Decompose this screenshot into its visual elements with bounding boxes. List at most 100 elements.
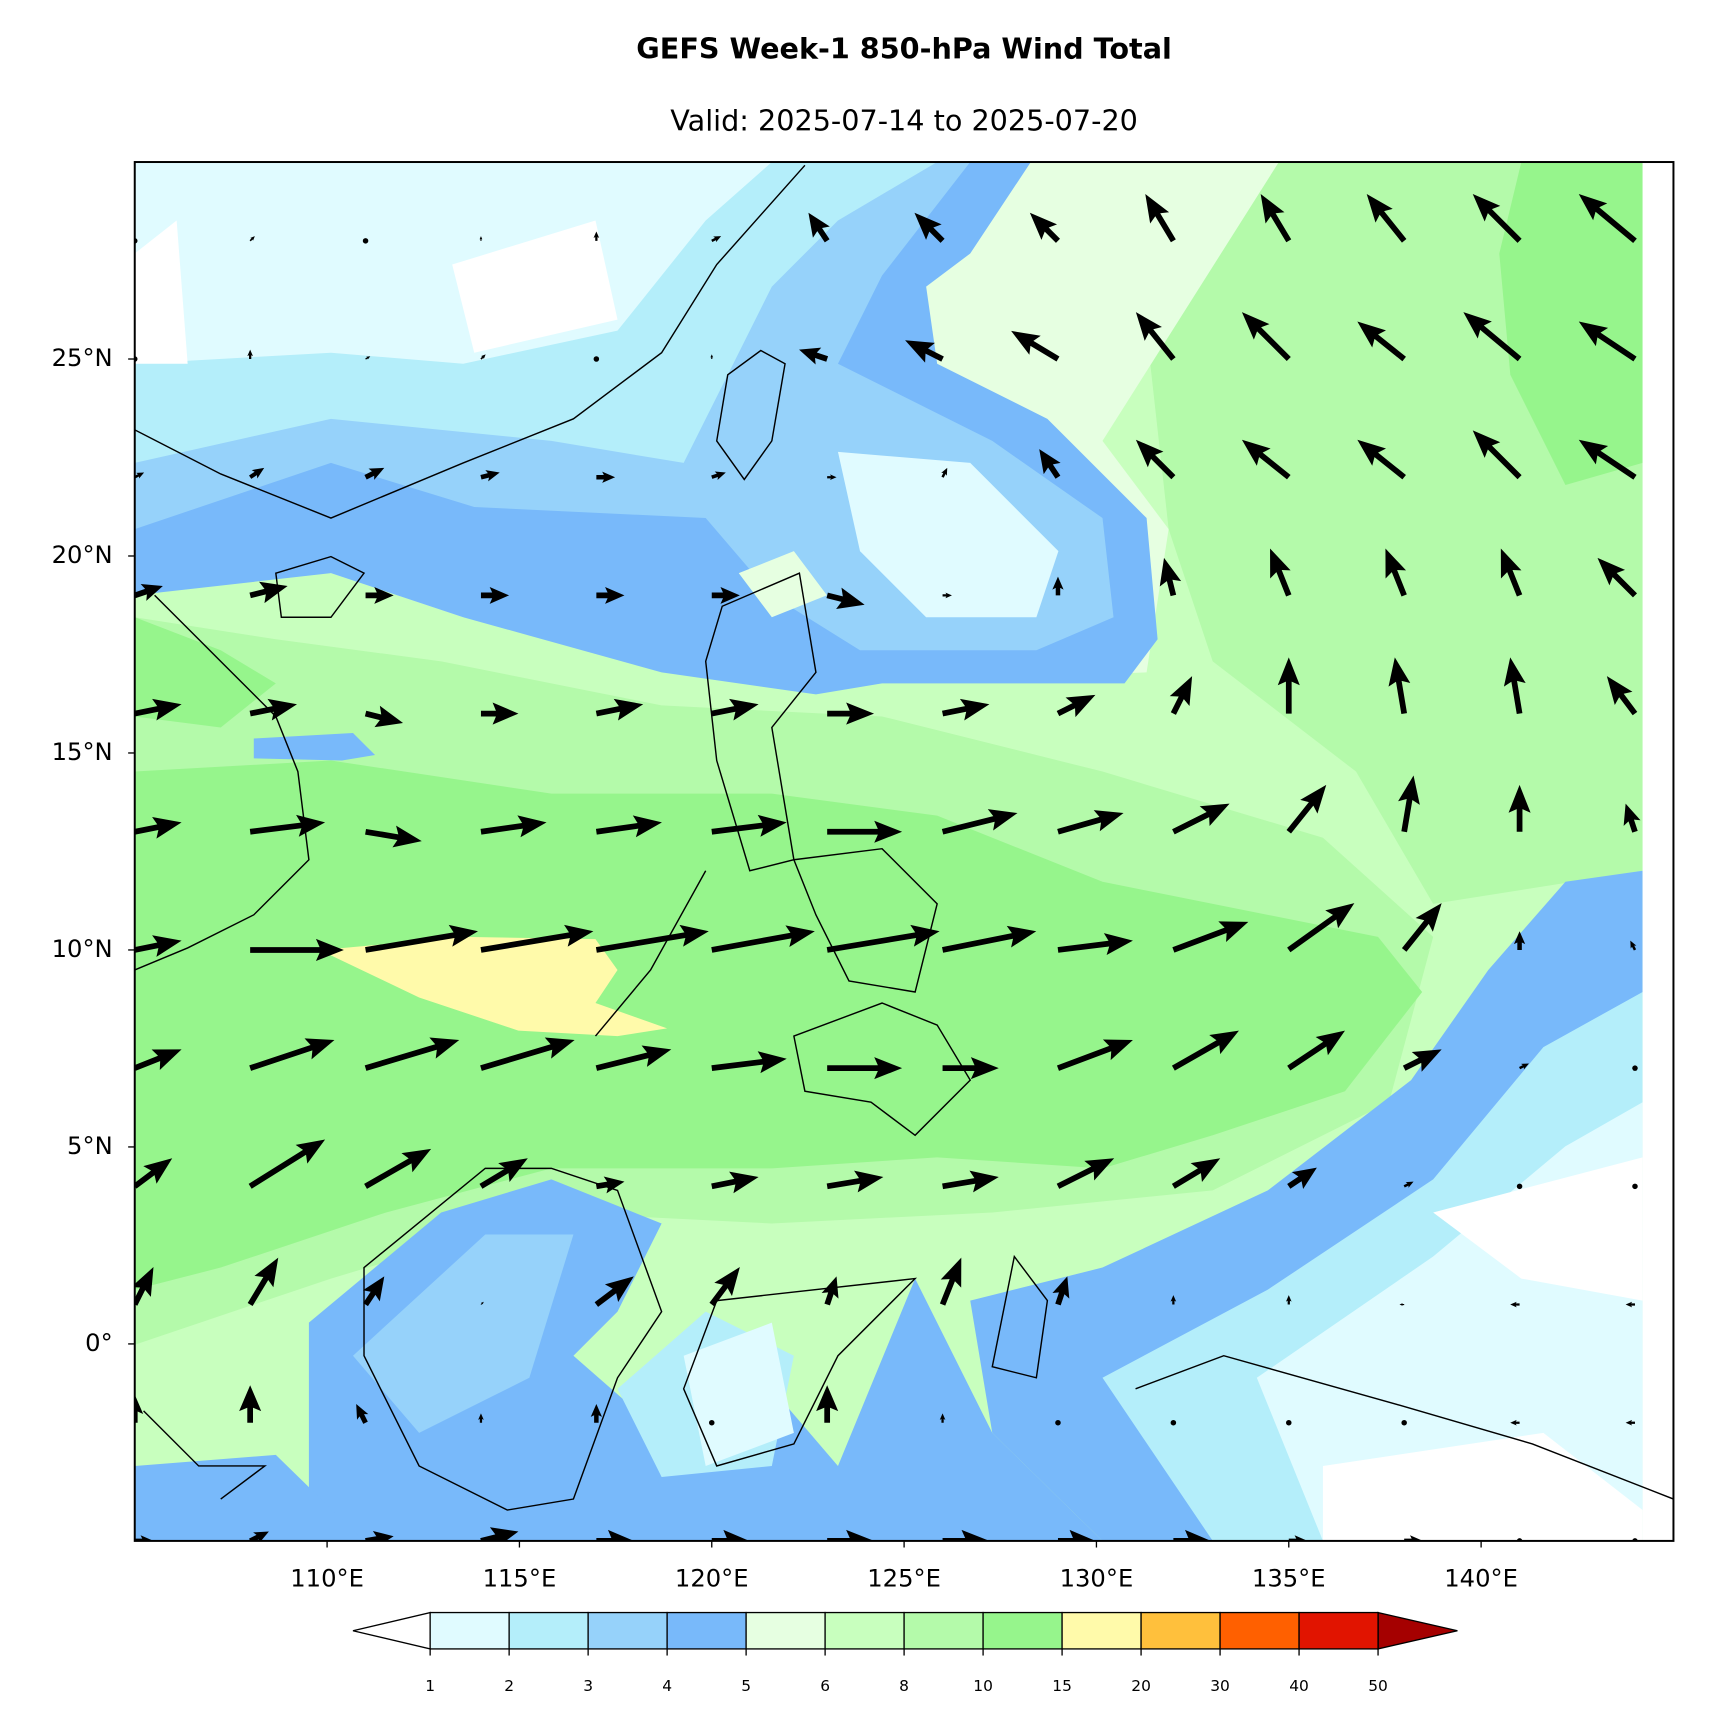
fill-band <box>253 732 376 761</box>
wind-arrow <box>593 356 600 362</box>
wind-arrow <box>799 347 829 365</box>
wind-arrow <box>914 212 945 243</box>
y-tick-label: 20°N <box>52 540 113 569</box>
fill-band <box>683 1322 794 1466</box>
wind-arrow <box>1510 1419 1520 1426</box>
fill-band <box>1499 162 1643 485</box>
wind-arrow <box>711 236 722 243</box>
colorbar-box <box>824 1611 905 1650</box>
colorbar-box <box>666 1611 747 1650</box>
wind-arrow <box>1398 775 1420 833</box>
fill-band <box>134 760 1423 1290</box>
wind-arrow <box>1513 931 1526 950</box>
colorbar-tick-label: 8 <box>899 1677 909 1695</box>
wind-arrow <box>1508 784 1531 832</box>
wind-arrow <box>134 1049 182 1071</box>
wind-arrow <box>1385 548 1407 597</box>
wind-arrow <box>1172 921 1249 953</box>
x-tick-label: 135°E <box>1252 1563 1326 1592</box>
colorbar-tick-label: 1 <box>425 1677 435 1695</box>
colorbar-tick-label: 40 <box>1289 1677 1309 1695</box>
wind-arrow <box>480 702 519 725</box>
fill-band <box>134 1454 365 1541</box>
fill-band <box>319 936 668 1037</box>
wind-arrow <box>593 231 600 241</box>
wind-arrow <box>479 236 483 241</box>
fill-band <box>1433 1157 1643 1301</box>
wind-arrow <box>249 1038 335 1071</box>
wind-arrow <box>1357 321 1406 362</box>
wind-arrow <box>711 1051 787 1074</box>
wind-arrow <box>480 586 510 604</box>
wind-arrow <box>1510 1301 1520 1308</box>
wind-arrow <box>1625 1301 1635 1308</box>
wind-arrow <box>596 471 616 483</box>
colorbar-over <box>1377 1611 1458 1650</box>
colorbar-under <box>352 1611 431 1650</box>
wind-arrow <box>808 212 830 243</box>
colorbar-tick-label: 6 <box>820 1677 830 1695</box>
wind-arrow <box>134 1267 154 1306</box>
fill-band <box>837 451 1059 618</box>
colorbar-tick-label: 50 <box>1368 1677 1388 1695</box>
wind-arrow <box>941 467 948 478</box>
wind-arrow <box>709 1267 740 1307</box>
colorbar-box <box>1140 1611 1221 1650</box>
wind-arrow <box>1403 1181 1414 1188</box>
wind-arrow <box>711 1529 750 1541</box>
x-tick-label: 130°E <box>1060 1563 1134 1592</box>
wind-arrow <box>1170 1419 1177 1426</box>
wind-arrow <box>942 925 1037 953</box>
wind-arrow <box>1039 449 1061 479</box>
wind-arrow <box>827 1057 903 1080</box>
colorbar: 1 2 3 4 5 6 8 10 15 20 30 40 50 <box>352 1611 1458 1695</box>
colorbar-box <box>745 1611 826 1650</box>
x-tick-label: 120°E <box>675 1563 749 1592</box>
wind-arrow <box>364 1148 432 1189</box>
wind-arrow <box>1172 803 1230 835</box>
wind-arrow <box>479 1158 528 1189</box>
wind-arrow <box>365 924 478 953</box>
wind-arrow <box>249 581 288 604</box>
wind-arrow <box>134 935 182 957</box>
wind-arrow <box>1285 1295 1292 1305</box>
wind-arrow <box>1241 439 1291 480</box>
subtitle: Valid: 2025-07-14 to 2025-07-20 <box>670 103 1138 137</box>
colorbar-tick-label: 3 <box>583 1677 593 1695</box>
y-tick-label: 0° <box>85 1328 113 1357</box>
wind-arrow <box>365 586 394 604</box>
wind-arrow <box>711 586 740 604</box>
wind-arrow <box>134 472 145 479</box>
colorbar-tick-label: 5 <box>741 1677 751 1695</box>
wind-arrow <box>1135 312 1176 361</box>
wind-arrow <box>1145 193 1176 243</box>
wind-arrow <box>816 1385 839 1423</box>
wind-arrow <box>1052 1276 1070 1306</box>
wind-arrow <box>362 238 369 244</box>
colorbar-box <box>982 1611 1063 1650</box>
wind-arrow <box>478 1413 484 1423</box>
wind-arrow <box>1404 1535 1423 1541</box>
wind-arrow <box>356 1403 369 1424</box>
wind-arrow <box>1597 557 1638 598</box>
colorbar-box <box>903 1611 984 1650</box>
wind-arrow <box>247 1257 279 1307</box>
fill-band <box>134 220 188 364</box>
coastline <box>134 164 806 519</box>
wind-arrow <box>134 698 182 721</box>
wind-arrow <box>1399 1303 1405 1306</box>
wind-arrow <box>1623 803 1641 833</box>
wind-arrow <box>827 702 875 725</box>
wind-arrow <box>364 705 404 728</box>
wind-arrow <box>905 340 944 363</box>
colorbar-box <box>508 1611 589 1650</box>
wind-arrow <box>826 1170 884 1193</box>
wind-arrow <box>1287 1167 1317 1189</box>
coastline <box>792 847 938 993</box>
wind-arrow <box>1286 784 1327 834</box>
wind-arrow <box>249 236 255 242</box>
wind-arrow <box>1578 193 1637 244</box>
wind-arrow <box>711 471 726 480</box>
wind-arrow <box>1578 439 1637 480</box>
wind-arrow <box>711 814 787 837</box>
